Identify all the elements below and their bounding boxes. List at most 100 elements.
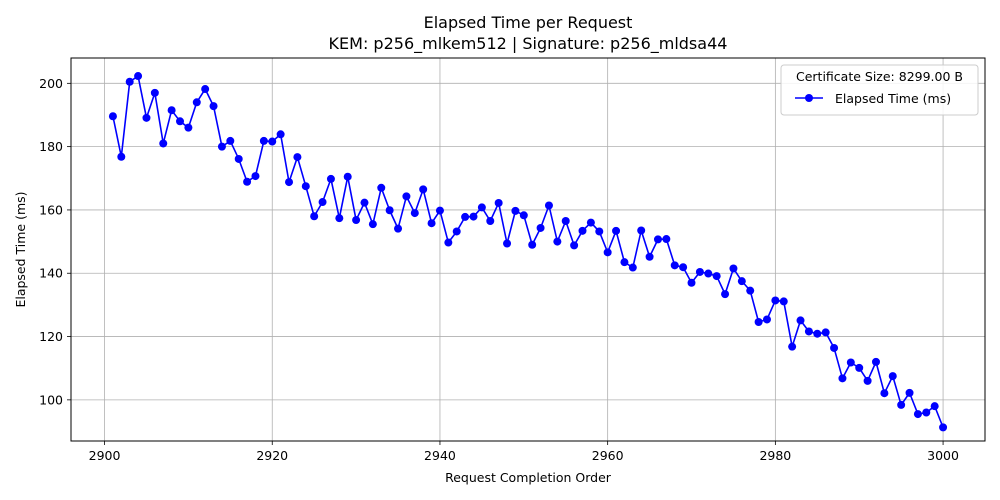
data-point	[897, 400, 906, 409]
data-point	[762, 315, 771, 324]
data-point	[259, 136, 268, 145]
y-tick-label: 100	[39, 392, 63, 407]
data-point	[285, 178, 294, 187]
data-point	[134, 72, 143, 81]
data-point	[108, 112, 117, 121]
data-point	[192, 98, 201, 107]
data-point	[352, 216, 361, 225]
data-point	[662, 235, 671, 244]
data-point	[771, 296, 780, 305]
data-point	[553, 237, 562, 246]
legend-marker-swatch	[805, 94, 813, 102]
data-point	[687, 278, 696, 287]
data-point	[645, 252, 654, 261]
data-point	[704, 269, 713, 278]
data-point	[444, 238, 453, 247]
data-point	[326, 174, 335, 183]
data-point	[888, 372, 897, 381]
y-tick-label: 180	[39, 139, 63, 154]
data-point	[343, 172, 352, 181]
data-point	[410, 209, 419, 218]
data-point	[226, 136, 235, 145]
data-point	[804, 327, 813, 336]
y-axis-label: Elapsed Time (ms)	[13, 191, 28, 307]
data-point	[301, 182, 310, 191]
data-point	[251, 172, 260, 181]
data-point	[477, 203, 486, 212]
chart-subtitle: KEM: p256_mlkem512 | Signature: p256_mld…	[329, 34, 728, 54]
data-point	[544, 201, 553, 210]
data-point	[511, 206, 520, 215]
data-point	[846, 358, 855, 367]
data-point	[310, 212, 319, 221]
data-point	[176, 117, 185, 126]
data-point	[469, 212, 478, 221]
data-point	[435, 206, 444, 215]
data-point	[939, 423, 948, 432]
data-point	[695, 267, 704, 276]
data-point	[595, 227, 604, 236]
data-point	[721, 290, 730, 299]
data-point	[578, 226, 587, 235]
x-tick-label: 2920	[256, 448, 288, 463]
series-marker-layer	[108, 72, 948, 432]
plot-frame	[70, 57, 986, 442]
data-point	[737, 277, 746, 286]
data-point	[679, 263, 688, 272]
data-point	[603, 248, 612, 257]
data-point	[486, 217, 495, 226]
data-point	[217, 142, 226, 151]
data-point	[922, 408, 931, 417]
data-point	[570, 241, 579, 250]
data-point	[201, 85, 210, 94]
legend-box	[780, 64, 979, 116]
data-point	[167, 106, 176, 115]
data-point	[184, 123, 193, 132]
legend-series-label: Elapsed Time (ms)	[835, 91, 951, 106]
data-point	[838, 374, 847, 383]
data-point	[461, 212, 470, 221]
data-point	[796, 316, 805, 325]
data-point	[318, 198, 327, 207]
legend: Certificate Size: 8299.00 B Elapsed Time…	[780, 64, 979, 116]
data-point	[712, 272, 721, 281]
data-point	[276, 130, 285, 139]
data-point	[159, 139, 168, 148]
y-tick-label: 140	[39, 266, 63, 281]
data-point	[586, 218, 595, 227]
data-point	[150, 88, 159, 97]
data-point	[419, 185, 428, 194]
data-point	[779, 297, 788, 306]
data-point	[536, 223, 545, 232]
x-axis-label: Request Completion Order	[445, 470, 612, 485]
x-tick-label: 2940	[424, 448, 456, 463]
x-tick-label: 2960	[592, 448, 624, 463]
data-point	[268, 137, 277, 146]
data-point	[293, 153, 302, 162]
data-point	[905, 388, 914, 397]
data-point	[729, 264, 738, 273]
data-point	[377, 183, 386, 192]
data-point	[821, 328, 830, 337]
y-tick-label: 120	[39, 329, 63, 344]
data-point	[871, 357, 880, 366]
data-point	[243, 177, 252, 186]
data-point	[234, 154, 243, 163]
data-point	[503, 239, 512, 248]
data-point	[830, 343, 839, 352]
data-point	[788, 342, 797, 351]
data-point	[452, 227, 461, 236]
data-point	[863, 376, 872, 385]
data-point	[913, 410, 922, 419]
data-point	[813, 329, 822, 338]
data-point	[880, 389, 889, 398]
legend-title: Certificate Size: 8299.00 B	[796, 69, 963, 84]
data-point	[612, 226, 621, 235]
series-line	[112, 75, 944, 428]
data-point	[754, 317, 763, 326]
data-point	[335, 214, 344, 223]
y-tick-label: 200	[39, 76, 63, 91]
data-point	[746, 286, 755, 295]
data-point	[561, 217, 570, 226]
